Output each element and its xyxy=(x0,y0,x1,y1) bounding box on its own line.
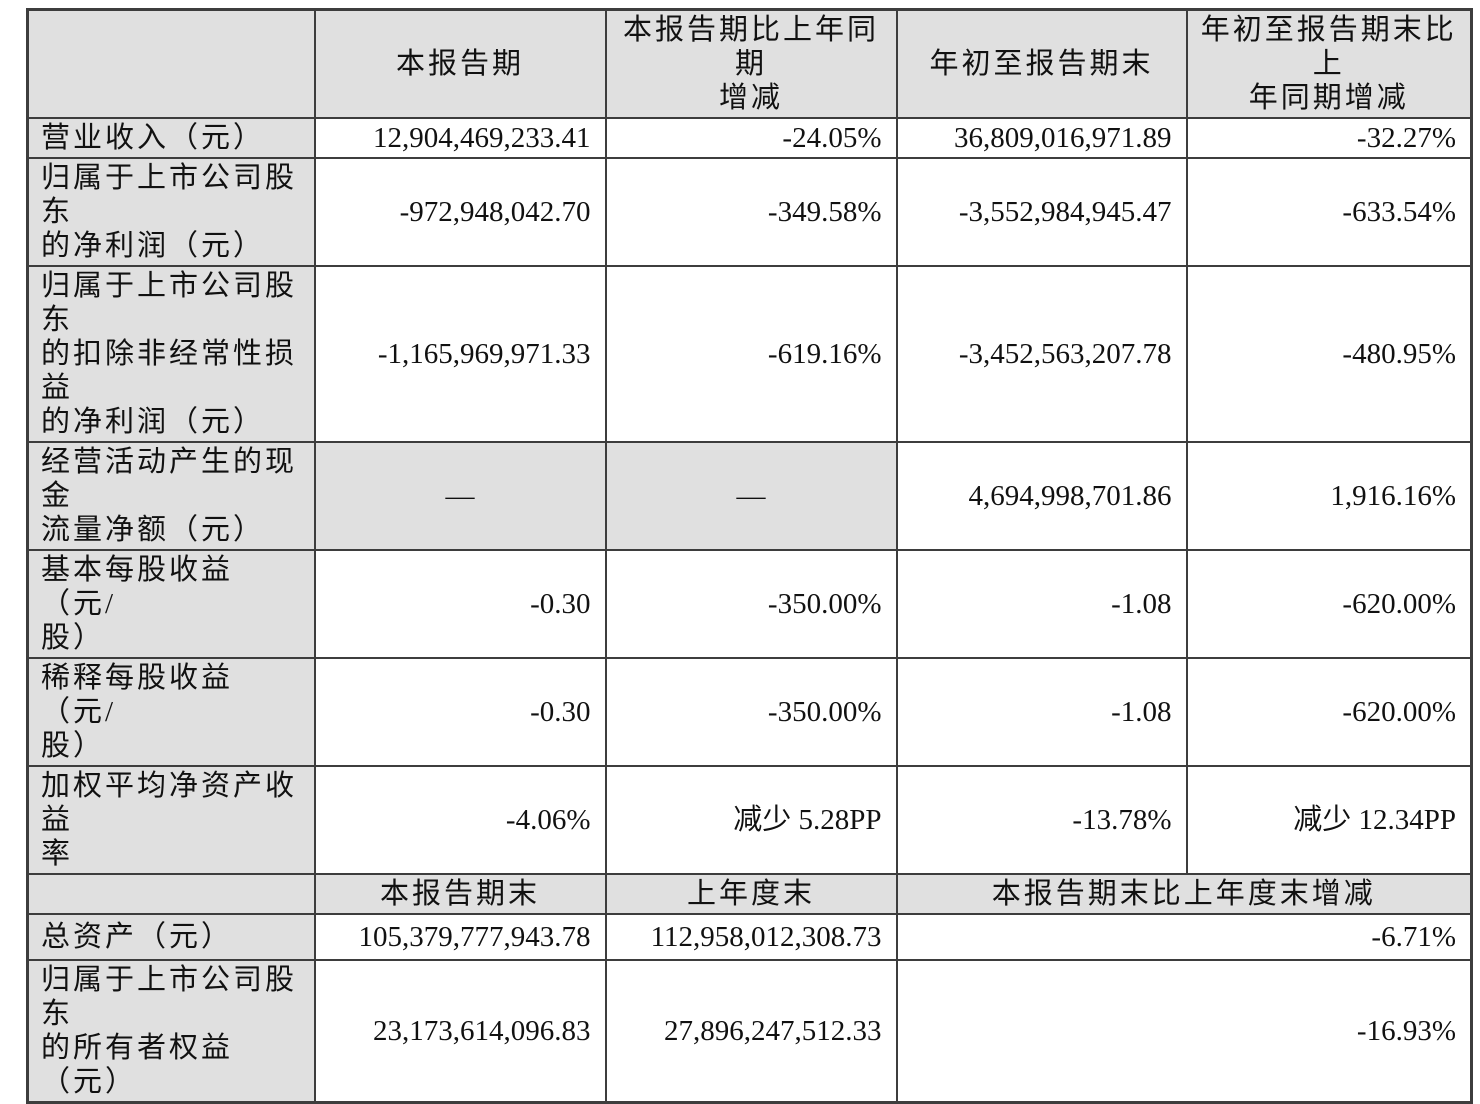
row-label: 加权平均净资产收益 率 xyxy=(26,765,316,875)
table-row-total-assets: 总资产（元） 105,379,777,943.78 112,958,012,30… xyxy=(26,913,1473,961)
value-change: -6.71% xyxy=(895,913,1473,961)
quarterly-financials-table: 本报告期 本报告期比上年同期 增减 年初至报告期末 年初至报告期末比上 年同期增… xyxy=(26,8,1473,1104)
table-row-operating-cash-flow: 经营活动产生的现金 流量净额（元） — — 4,694,998,701.86 1… xyxy=(26,441,1473,551)
value-current: -0.30 xyxy=(313,657,607,767)
value-ytd: -3,452,563,207.78 xyxy=(895,265,1188,443)
value-ytd-yoy: -480.95% xyxy=(1185,265,1473,443)
value-current-yoy: 减少 5.28PP xyxy=(604,765,898,875)
col-header-year-to-date-yoy: 年初至报告期末比上 年同期增减 xyxy=(1185,8,1473,119)
row-label: 稀释每股收益（元/ 股） xyxy=(26,657,316,767)
row-label: 营业收入（元） xyxy=(26,117,316,159)
value-current-yoy: -350.00% xyxy=(604,549,898,659)
value-period-end: 105,379,777,943.78 xyxy=(313,913,607,961)
col-header-current-period: 本报告期 xyxy=(313,8,607,119)
corner-cell xyxy=(26,8,316,119)
value-current-empty: — xyxy=(313,441,607,551)
value-ytd: 36,809,016,971.89 xyxy=(895,117,1188,159)
value-current-yoy: -350.00% xyxy=(604,657,898,767)
value-prior-year-end: 27,896,247,512.33 xyxy=(604,959,898,1104)
table-row-basic-eps: 基本每股收益（元/ 股） -0.30 -350.00% -1.08 -620.0… xyxy=(26,549,1473,659)
value-current-yoy: -619.16% xyxy=(604,265,898,443)
value-current: -972,948,042.70 xyxy=(313,157,607,267)
value-period-end: 23,173,614,096.83 xyxy=(313,959,607,1104)
value-ytd-yoy: -620.00% xyxy=(1185,549,1473,659)
col-header-period-end: 本报告期末 xyxy=(313,873,607,915)
value-ytd-yoy: 减少 12.34PP xyxy=(1185,765,1473,875)
table-row-operating-revenue: 营业收入（元） 12,904,469,233.41 -24.05% 36,809… xyxy=(26,117,1473,159)
value-ytd-yoy: -32.27% xyxy=(1185,117,1473,159)
value-current: -4.06% xyxy=(313,765,607,875)
row-label: 总资产（元） xyxy=(26,913,316,961)
row-label: 经营活动产生的现金 流量净额（元） xyxy=(26,441,316,551)
row-label: 归属于上市公司股东 的所有者权益（元） xyxy=(26,959,316,1104)
header-row-balance: 本报告期末 上年度末 本报告期末比上年度末增减 xyxy=(26,873,1473,915)
value-current: 12,904,469,233.41 xyxy=(313,117,607,159)
value-current-yoy-empty: — xyxy=(604,441,898,551)
row-label: 归属于上市公司股东 的净利润（元） xyxy=(26,157,316,267)
row-label: 归属于上市公司股东 的扣除非经常性损益 的净利润（元） xyxy=(26,265,316,443)
value-change: -16.93% xyxy=(895,959,1473,1104)
value-ytd: -13.78% xyxy=(895,765,1188,875)
table-row-diluted-eps: 稀释每股收益（元/ 股） -0.30 -350.00% -1.08 -620.0… xyxy=(26,657,1473,767)
value-ytd: -3,552,984,945.47 xyxy=(895,157,1188,267)
value-current: -1,165,969,971.33 xyxy=(313,265,607,443)
value-ytd-yoy: -620.00% xyxy=(1185,657,1473,767)
table-row-net-profit: 归属于上市公司股东 的净利润（元） -972,948,042.70 -349.5… xyxy=(26,157,1473,267)
value-ytd: -1.08 xyxy=(895,549,1188,659)
col-header-prior-year-end: 上年度末 xyxy=(604,873,898,915)
table-row-weighted-avg-roe: 加权平均净资产收益 率 -4.06% 减少 5.28PP -13.78% 减少 … xyxy=(26,765,1473,875)
value-current: -0.30 xyxy=(313,549,607,659)
value-ytd: 4,694,998,701.86 xyxy=(895,441,1188,551)
value-prior-year-end: 112,958,012,308.73 xyxy=(604,913,898,961)
col-header-current-period-yoy: 本报告期比上年同期 增减 xyxy=(604,8,898,119)
value-current-yoy: -24.05% xyxy=(604,117,898,159)
table-row-shareholders-equity: 归属于上市公司股东 的所有者权益（元） 23,173,614,096.83 27… xyxy=(26,959,1473,1104)
col-header-period-end-change: 本报告期末比上年度末增减 xyxy=(895,873,1473,915)
col-header-year-to-date: 年初至报告期末 xyxy=(895,8,1188,119)
value-ytd: -1.08 xyxy=(895,657,1188,767)
table-row-net-profit-excl-nonrecurring: 归属于上市公司股东 的扣除非经常性损益 的净利润（元） -1,165,969,9… xyxy=(26,265,1473,443)
corner-cell xyxy=(26,873,316,915)
row-label: 基本每股收益（元/ 股） xyxy=(26,549,316,659)
value-current-yoy: -349.58% xyxy=(604,157,898,267)
value-ytd-yoy: -633.54% xyxy=(1185,157,1473,267)
header-row-periods: 本报告期 本报告期比上年同期 增减 年初至报告期末 年初至报告期末比上 年同期增… xyxy=(26,8,1473,119)
value-ytd-yoy: 1,916.16% xyxy=(1185,441,1473,551)
